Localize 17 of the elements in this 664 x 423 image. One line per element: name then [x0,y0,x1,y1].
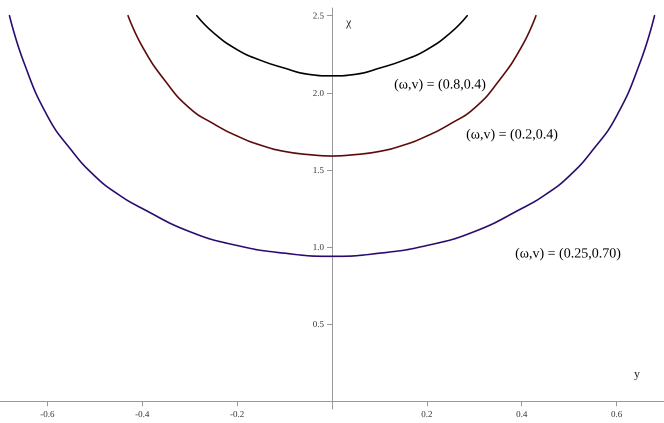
y-tick-label: 1.5 [312,164,324,175]
y-tick-label: 0.5 [312,319,324,330]
annotation: (ω,v) = (0.25,0.70) [515,246,622,262]
x-tick-label: -0.2 [230,408,244,419]
annotation: (ω,v) = (0.2,0.4) [466,128,558,142]
y-tick-label: 2.0 [312,88,324,98]
y-tick-label: 2.5 [312,10,324,21]
x-axis-title: y [634,366,640,380]
x-tick-label: 0.4 [516,408,528,419]
x-tick-label: 0.2 [421,408,432,419]
y-axis-title: χ [345,15,352,29]
line-series [196,14,468,77]
x-tick-label: -0.6 [40,408,56,419]
annotation: (ω,v) = (0.8,0.4) [394,78,486,92]
y-tick-label: 1.0 [312,242,324,252]
x-tick-label: 0.6 [610,408,623,419]
x-tick-label: -0.4 [135,408,150,419]
